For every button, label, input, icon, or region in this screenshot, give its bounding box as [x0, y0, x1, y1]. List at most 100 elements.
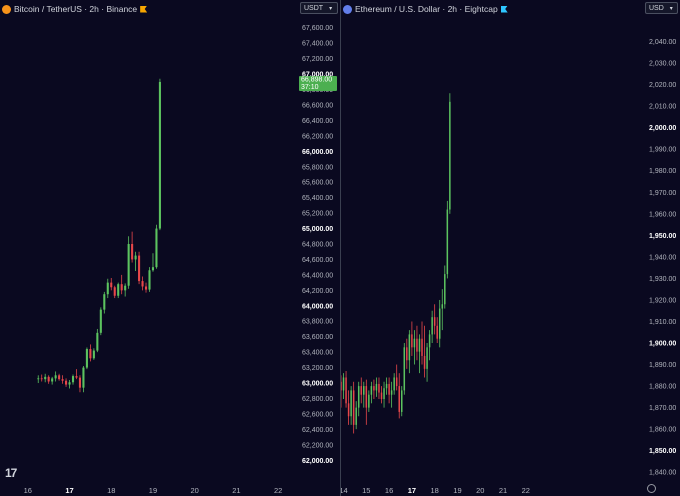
gear-icon[interactable]	[647, 484, 656, 493]
btc-candle-body	[148, 270, 151, 290]
eth-candle	[385, 377, 388, 395]
btc-candle-body	[113, 287, 116, 296]
btc-y-tick-label: 62,200.00	[302, 442, 333, 449]
btc-candle-body	[138, 255, 141, 282]
btc-y-tick-label: 63,200.00	[302, 365, 333, 372]
eth-candle-body	[423, 355, 426, 369]
btc-y-tick-label: 66,400.00	[302, 118, 333, 125]
btc-candle	[85, 347, 88, 370]
btc-candle	[124, 283, 127, 297]
btc-y-tick-label: 67,600.00	[302, 25, 333, 32]
btc-candle-body	[58, 375, 61, 380]
btc-candle	[75, 369, 78, 380]
btc-candle-body	[47, 376, 50, 382]
eth-y-tick-label: 1,960.00	[649, 211, 676, 218]
btc-candle-body	[54, 375, 57, 379]
eth-candle-body	[395, 377, 398, 387]
btc-candle	[71, 374, 75, 385]
btc-y-tick-label: 62,600.00	[302, 411, 333, 418]
eth-y-tick-label: 1,980.00	[649, 168, 676, 175]
btc-x-tick-label: 21	[232, 486, 240, 495]
currency-selector-usd[interactable]: USD ▾	[645, 2, 678, 14]
btc-candle	[61, 375, 64, 384]
btc-candle	[65, 378, 68, 387]
btc-candle	[51, 376, 54, 385]
eth-candle-body	[436, 325, 438, 339]
eth-candle	[436, 317, 438, 344]
eth-candle-body	[363, 386, 365, 395]
btc-candle-body	[144, 286, 148, 290]
btc-candle	[78, 375, 82, 393]
btc-candle	[117, 282, 120, 299]
eth-candle-body	[383, 388, 385, 400]
btc-candle-body	[44, 376, 47, 380]
flag-icon[interactable]	[140, 5, 148, 13]
eth-candle-body	[433, 317, 436, 326]
eth-candle	[360, 377, 363, 404]
eth-candle-body	[441, 304, 444, 309]
eth-candle-body	[352, 390, 355, 425]
tradingview-logo[interactable]: 17	[5, 466, 17, 480]
eth-y-tick-label: 1,880.00	[649, 384, 676, 391]
btc-y-tick-label: 63,600.00	[302, 334, 333, 341]
eth-chart-title[interactable]: Ethereum / U.S. Dollar · 2h · Eightcap	[343, 2, 508, 16]
eth-candle	[370, 381, 373, 404]
btc-y-tick-label: 67,400.00	[302, 41, 333, 48]
eth-candle-body	[355, 407, 357, 425]
eth-chart-plot[interactable]: 2,040.00 2,030.00 2,020.00 2,010.00 2,000.00…	[341, 0, 680, 496]
btc-candle-body	[68, 382, 71, 385]
btc-y-tick-label: 66,000.00	[302, 149, 333, 156]
btc-y-tick-label: 65,000.00	[302, 226, 333, 233]
btc-candle	[148, 267, 151, 292]
eth-candle	[403, 343, 406, 395]
eth-candle	[395, 364, 398, 391]
panel-divider[interactable]	[340, 0, 341, 496]
eth-x-tick-label: 17	[408, 486, 416, 495]
eth-candle	[393, 373, 395, 395]
eth-x-tick-label: 14	[341, 486, 348, 495]
btc-y-tick-label: 66,600.00	[302, 102, 333, 109]
eth-y-tick-label: 1,990.00	[649, 147, 676, 154]
eth-x-tick-label: 15	[362, 486, 370, 495]
bitcoin-icon	[2, 4, 11, 14]
btc-candle	[99, 307, 102, 336]
eth-x-tick-label: 18	[430, 486, 438, 495]
btc-chart-plot[interactable]: 67,600.00 67,400.00 67,200.00 67,000.0066,8…	[0, 0, 340, 496]
eth-candle-body	[431, 317, 433, 335]
currency-label: USD	[649, 4, 664, 12]
eth-candle	[433, 304, 436, 335]
eth-candle-body	[378, 383, 380, 393]
eth-candle-body	[365, 386, 368, 408]
eth-y-tick-label: 2,020.00	[649, 82, 676, 89]
btc-candle	[37, 375, 40, 384]
eth-candle-body	[341, 381, 342, 391]
btc-candle-body	[110, 282, 113, 288]
eth-candle	[345, 371, 347, 408]
eth-candle-body	[416, 338, 418, 352]
btc-chart-panel[interactable]: 67,600.00 67,400.00 67,200.00 67,000.0066,8…	[0, 0, 340, 496]
btc-candle-body	[106, 282, 109, 295]
btc-candle-body	[78, 377, 82, 388]
btc-candle	[151, 253, 155, 272]
btc-candle-body	[82, 367, 85, 388]
eth-candle	[423, 325, 426, 378]
eth-candle-body	[406, 347, 408, 361]
eth-candle-body	[446, 209, 449, 275]
eth-candle-body	[373, 386, 375, 391]
eth-candle	[449, 93, 451, 214]
eth-candle-body	[403, 347, 406, 391]
btc-y-tick-label: 66,200.00	[302, 133, 333, 140]
btc-candle	[127, 236, 130, 289]
btc-chart-title[interactable]: Bitcoin / TetherUS · 2h · Binance	[2, 2, 148, 16]
eth-y-tick-label: 2,030.00	[649, 61, 676, 68]
eth-candle	[347, 390, 350, 425]
eth-chart-panel[interactable]: 2,040.00 2,030.00 2,020.00 2,010.00 2,000.00…	[341, 0, 680, 496]
btc-candle-body	[120, 284, 123, 291]
btc-x-tick-label: 16	[24, 486, 32, 495]
eth-candle	[355, 401, 357, 430]
currency-selector-usdt[interactable]: USDT ▾	[300, 2, 338, 14]
eth-candle	[418, 334, 421, 374]
btc-candle	[103, 291, 106, 314]
flag-icon[interactable]	[500, 5, 508, 13]
